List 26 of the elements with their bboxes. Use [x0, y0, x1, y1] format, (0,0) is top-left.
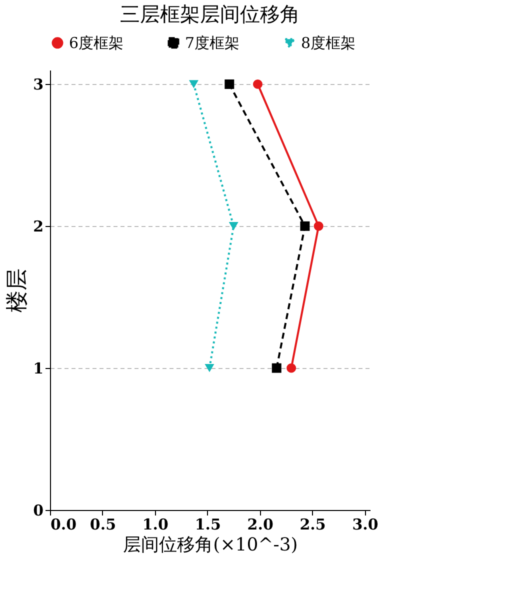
point — [204, 364, 214, 372]
legend-label: 7度框架 — [185, 34, 240, 52]
y-tick-label: 1 — [33, 360, 44, 378]
chart-title: 三层框架层间位移角 — [120, 2, 300, 26]
x-tick-label: 0.5 — [90, 516, 116, 534]
point — [286, 363, 296, 373]
point — [228, 222, 238, 230]
point — [314, 221, 324, 231]
legend-label: 6度框架 — [69, 34, 124, 52]
x-tick-label: 2.5 — [300, 516, 326, 534]
point — [188, 80, 198, 88]
y-tick-label: 0 — [33, 502, 44, 520]
point — [272, 363, 282, 373]
x-tick-label: 1.5 — [194, 516, 221, 534]
x-tick-label: 0.0 — [50, 516, 77, 534]
x-tick-label: 2.0 — [247, 516, 274, 534]
point — [224, 79, 234, 89]
x-tick-label: 3.0 — [352, 516, 378, 534]
point — [252, 79, 262, 89]
x-axis-title: 层间位移角(×10^-3) — [123, 534, 298, 556]
legend-label: 8度框架 — [301, 34, 356, 52]
point — [300, 221, 310, 231]
x-tick-label: 1.0 — [142, 516, 168, 534]
y-tick-label: 2 — [33, 218, 44, 236]
y-axis-title: 楼层 — [5, 268, 30, 312]
y-tick-label: 3 — [33, 76, 44, 94]
